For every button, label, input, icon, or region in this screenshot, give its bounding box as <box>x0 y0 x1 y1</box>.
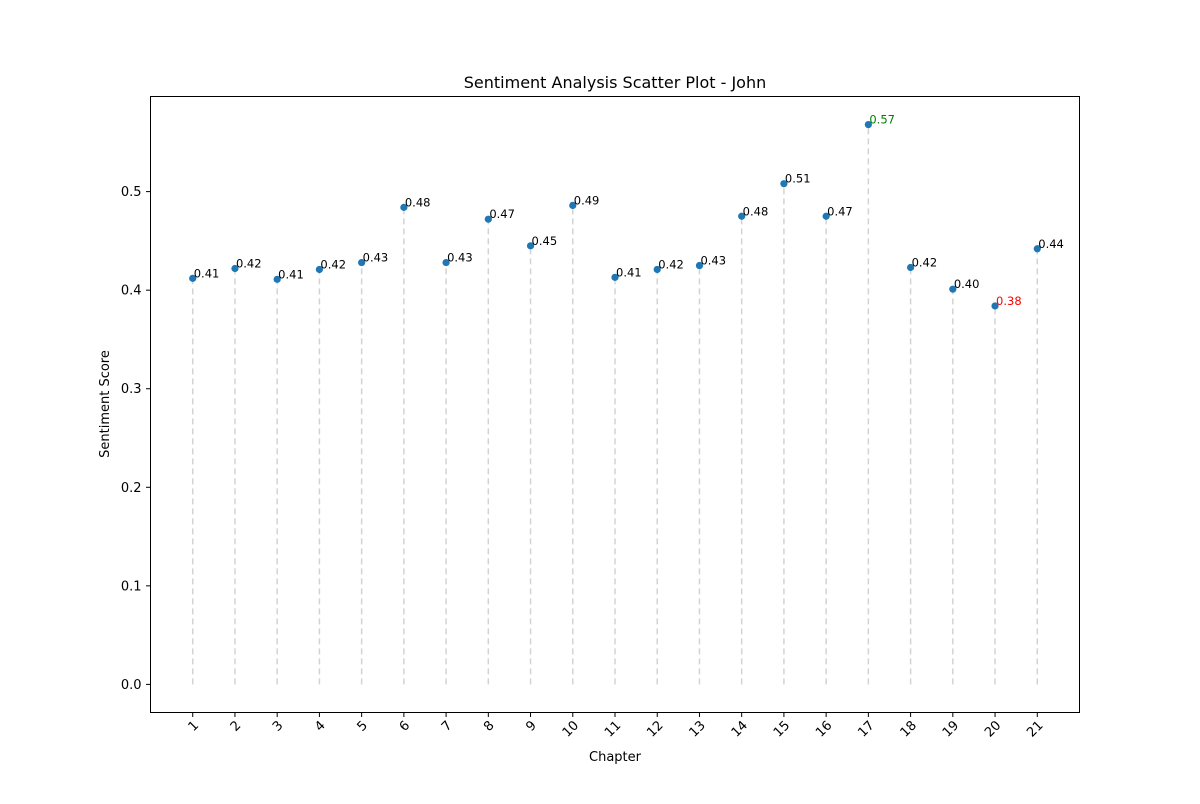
plot-frame <box>150 96 1080 713</box>
data-point <box>442 258 450 267</box>
data-point <box>358 258 366 267</box>
data-label: 0.51 <box>785 172 811 186</box>
data-point <box>569 201 577 210</box>
y-tick-label: 0.2 <box>121 481 142 496</box>
data-label: 0.57 <box>869 113 895 127</box>
x-tick-label: 16 <box>813 718 835 740</box>
data-label: 0.43 <box>700 254 726 268</box>
x-tick-label: 19 <box>940 718 962 740</box>
data-point <box>526 242 535 250</box>
data-label: 0.48 <box>405 195 431 209</box>
data-label: 0.40 <box>954 277 980 291</box>
data-point <box>1033 245 1041 253</box>
x-tick-label: 17 <box>855 718 877 740</box>
data-point <box>738 212 746 220</box>
data-labels-layer: 0.41 0.42 0.41 0.42 0.43 0.48 0.43 0.47 0.45 0.49… <box>194 113 1064 308</box>
data-point <box>653 265 661 274</box>
data-label: 0.43 <box>447 251 473 265</box>
data-label: 0.45 <box>532 234 558 248</box>
data-point <box>484 215 492 223</box>
y-tick-label: 0.0 <box>121 678 142 693</box>
stems-layer <box>191 124 1039 685</box>
y-axis: 0.0 0.1 0.2 0.3 0.4 0.5 <box>121 185 151 693</box>
x-axis: 1 2 3 4 5 6 7 8 9 10 11 12 13 14 15 16 17 18 19 20 21 <box>186 712 1047 741</box>
x-tick-label: 7 <box>439 718 455 734</box>
data-point <box>822 212 830 220</box>
data-point <box>991 302 999 310</box>
data-point <box>315 265 324 274</box>
data-label: 0.47 <box>489 207 515 221</box>
x-tick-label: 11 <box>602 718 624 740</box>
x-tick-label: 5 <box>354 718 370 734</box>
data-point <box>906 263 915 272</box>
y-tick-label: 0.1 <box>121 579 142 594</box>
y-axis-label: Sentiment Score <box>98 350 113 458</box>
data-point <box>611 273 619 281</box>
x-tick-label: 15 <box>771 718 793 740</box>
points-layer <box>189 120 1041 310</box>
x-tick-label: 20 <box>982 718 1004 740</box>
data-label: 0.38 <box>996 294 1022 308</box>
data-label: 0.42 <box>320 257 346 271</box>
data-point <box>273 275 281 283</box>
data-label: 0.41 <box>616 265 642 279</box>
x-axis-label: Chapter <box>589 750 642 765</box>
x-tick-label: 8 <box>481 718 497 734</box>
y-tick-label: 0.5 <box>121 185 142 200</box>
x-tick-label: 21 <box>1024 718 1046 740</box>
x-tick-label: 12 <box>644 718 666 740</box>
y-tick-label: 0.3 <box>121 382 142 397</box>
x-tick-label: 6 <box>397 718 413 734</box>
data-label: 0.42 <box>912 256 938 270</box>
data-point <box>189 274 197 282</box>
data-label: 0.41 <box>194 266 220 280</box>
x-tick-label: 4 <box>312 718 328 734</box>
data-label: 0.41 <box>278 267 304 281</box>
x-tick-label: 13 <box>686 718 708 740</box>
data-point <box>231 264 239 273</box>
data-label: 0.43 <box>363 251 389 265</box>
data-label: 0.42 <box>236 256 262 270</box>
data-point <box>400 203 408 211</box>
chart-title: Sentiment Analysis Scatter Plot - John <box>464 73 767 92</box>
x-tick-label: 3 <box>270 718 286 734</box>
data-point <box>780 180 788 188</box>
x-tick-label: 18 <box>898 718 920 740</box>
x-tick-label: 2 <box>228 718 244 734</box>
x-tick-label: 9 <box>523 718 539 734</box>
data-label: 0.42 <box>658 257 684 271</box>
data-label: 0.48 <box>743 204 769 218</box>
x-tick-label: 10 <box>560 718 582 740</box>
y-tick-label: 0.4 <box>121 284 142 299</box>
data-label: 0.47 <box>827 204 853 218</box>
data-label: 0.49 <box>574 193 600 207</box>
data-label: 0.44 <box>1038 237 1064 251</box>
data-point <box>695 261 704 270</box>
x-tick-label: 14 <box>729 718 751 740</box>
x-tick-label: 1 <box>186 718 202 734</box>
data-point <box>949 285 957 293</box>
data-point <box>864 120 872 129</box>
